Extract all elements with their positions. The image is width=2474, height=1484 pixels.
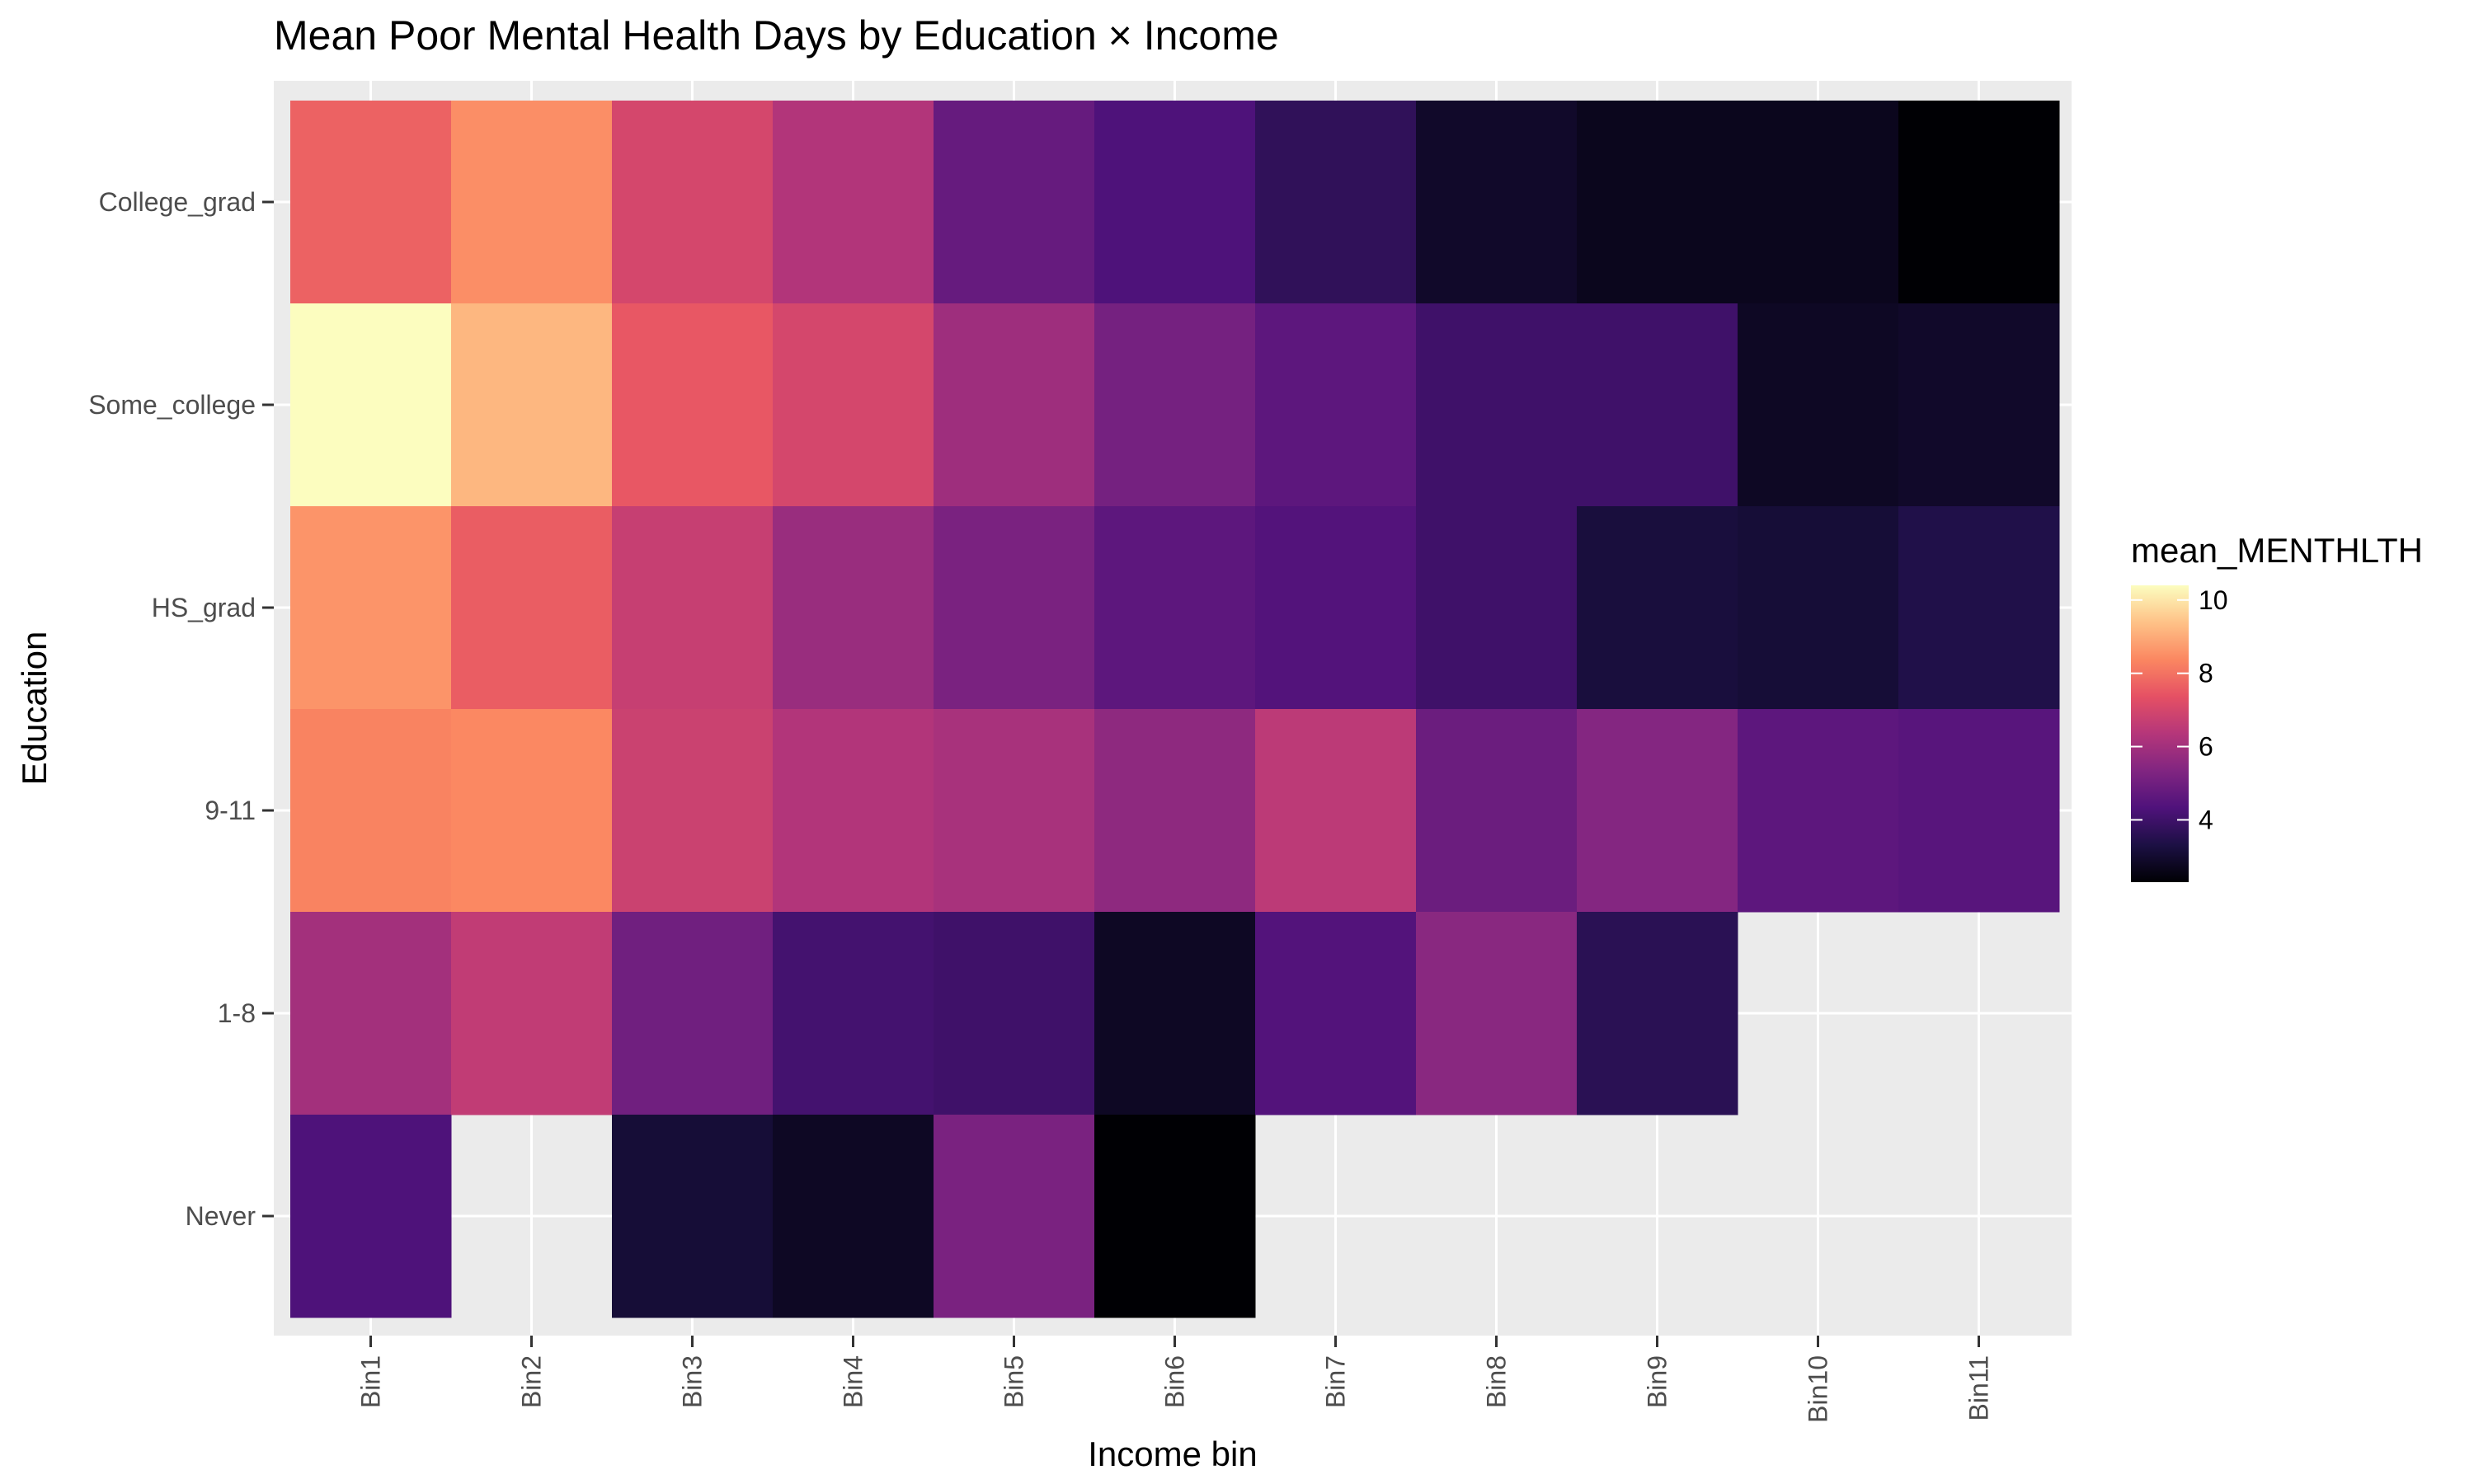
x-tick-label: Bin3 [678,1355,708,1408]
heatmap-cell [1577,912,1738,1115]
x-tick-label: Bin11 [1964,1355,1994,1421]
heatmap-cell [1094,101,1256,304]
heatmap-cell [934,506,1095,710]
heatmap-cell [1094,709,1256,913]
heatmap-cell [773,101,934,304]
heatmap-cell [1738,303,1899,507]
heatmap-cell [1577,101,1738,304]
heatmap-cell [1255,303,1417,507]
x-tick-label: Bin6 [1160,1355,1190,1408]
x-tick-label: Bin5 [999,1355,1029,1408]
heatmap-cell [773,303,934,507]
x-tick-label: Bin10 [1804,1355,1833,1423]
legend-tick-label: 4 [2199,805,2213,834]
heatmap-cell [290,303,452,507]
heatmap-cell [773,709,934,913]
heatmap-cell [612,912,774,1115]
heatmap-cell [451,709,613,913]
heatmap-cell [1416,303,1578,507]
x-tick-label: Bin8 [1482,1355,1512,1408]
heatmap-cell [934,1115,1095,1318]
heatmap-cell [451,101,613,304]
heatmap-cell [290,912,452,1115]
heatmap-cell [290,709,452,913]
heatmap-cell [1738,101,1899,304]
heatmap-cell [612,1115,774,1318]
heatmap-cell [612,303,774,507]
legend-title: mean_MENTHLTH [2131,531,2423,570]
x-axis-title: Income bin [1088,1435,1257,1473]
heatmap-cell [290,1115,452,1318]
y-tick-label: 9-11 [205,796,256,825]
heatmap-cell [1898,303,2060,507]
heatmap-cell [1094,1115,1256,1318]
heatmap-cell [1898,709,2060,913]
heatmap-cell [934,912,1095,1115]
heatmap-cell [1255,506,1417,710]
x-tick-label: Bin7 [1321,1355,1351,1408]
legend-color-bar [2131,585,2189,882]
legend-tick-label: 6 [2199,732,2213,762]
y-tick-label: Some_college [88,390,256,420]
heatmap-cell [934,303,1095,507]
heatmap-cell [1094,303,1256,507]
heatmap-cell [1738,506,1899,710]
y-axis-title: Education [15,632,54,786]
heatmap-cell [773,1115,934,1318]
heatmap-cell [1416,709,1578,913]
x-tick-label: Bin4 [839,1355,868,1408]
heatmap-cell [451,912,613,1115]
heatmap-cell [934,101,1095,304]
x-tick-label: Bin1 [356,1355,386,1408]
heatmap-cell [1738,709,1899,913]
y-tick-label: College_grad [99,187,256,217]
color-legend: mean_MENTHLTH 4 6 8 10 [2131,531,2423,882]
legend-tick-label: 8 [2199,659,2213,688]
heatmap-cell [773,506,934,710]
heatmap-cells [290,101,2060,1318]
legend-ticks: 4 6 8 10 [2131,585,2228,834]
heatmap-cell [612,101,774,304]
heatmap-cell [1577,506,1738,710]
heatmap-cell [1255,101,1417,304]
heatmap-cell [1416,506,1578,710]
heatmap-cell [1094,912,1256,1115]
heatmap-cell [290,101,452,304]
heatmap-cell [451,506,613,710]
heatmap-cell [612,709,774,913]
heatmap-cell [1898,101,2060,304]
heatmap-cell [1255,912,1417,1115]
y-tick-label: Never [186,1201,256,1231]
heatmap-cell [934,709,1095,913]
heatmap-cell [451,303,613,507]
y-tick-label: HS_grad [152,593,256,622]
x-tick-label: Bin9 [1643,1355,1672,1408]
heatmap-cell [1416,101,1578,304]
x-axis: Bin1 Bin2 Bin3 Bin4 Bin5 Bin6 Bin7 Bin8 Bin9 Bin1… [356,1336,1994,1423]
heatmap-cell [1898,506,2060,710]
y-axis: College_grad Some_college HS_grad 9-11 1-8 Ne… [88,187,274,1231]
heatmap-cell [773,912,934,1115]
heatmap-cell [612,506,774,710]
heatmap-cell [290,506,452,710]
heatmap-cell [1577,709,1738,913]
y-tick-label: 1-8 [218,998,256,1028]
x-tick-label: Bin2 [517,1355,547,1408]
heatmap-cell [1577,303,1738,507]
heatmap-cell [1416,912,1578,1115]
heatmap-cell [1255,709,1417,913]
heatmap-cell [1094,506,1256,710]
chart-title: Mean Poor Mental Health Days by Educatio… [274,12,1279,59]
legend-tick-label: 10 [2199,585,2228,615]
